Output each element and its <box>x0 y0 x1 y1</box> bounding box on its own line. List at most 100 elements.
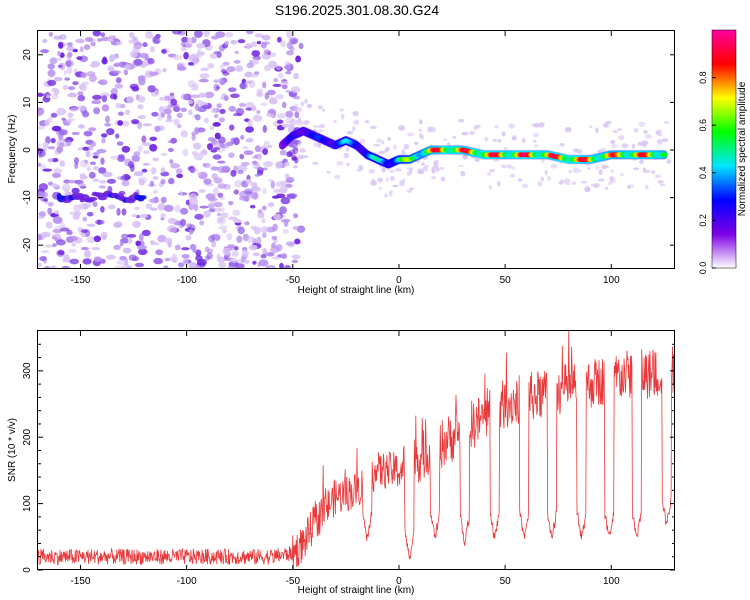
noise-blob <box>252 160 258 165</box>
noise-blob <box>280 180 287 188</box>
noise-blob <box>207 143 213 151</box>
noise-blob <box>343 152 350 159</box>
noise-blob <box>208 235 216 243</box>
noise-blob <box>385 177 390 182</box>
noise-blob <box>297 154 305 160</box>
noise-blob <box>204 117 209 124</box>
noise-blob <box>124 109 131 116</box>
noise-blob <box>187 54 198 63</box>
noise-blob <box>457 118 465 123</box>
y-tick-label: 20 <box>22 49 33 61</box>
noise-blob <box>152 189 158 194</box>
noise-blob <box>131 119 140 125</box>
noise-blob <box>38 125 45 130</box>
noise-blob <box>584 186 591 193</box>
x-tick-label: 100 <box>603 576 620 587</box>
noise-blob <box>180 107 187 113</box>
y-tick-label: 0 <box>22 567 33 573</box>
noise-blob <box>240 135 245 140</box>
noise-blob <box>218 261 227 269</box>
noise-blob <box>452 135 457 139</box>
band-blob <box>97 195 108 201</box>
noise-blob <box>175 168 183 175</box>
noise-blob <box>214 132 221 140</box>
noise-blob <box>258 259 269 267</box>
noise-blob <box>656 129 662 135</box>
noise-blob <box>204 246 210 253</box>
noise-blob <box>476 124 481 129</box>
noise-blob <box>291 259 298 264</box>
noise-blob <box>83 44 91 50</box>
noise-blob <box>589 125 593 128</box>
noise-blob <box>228 152 235 158</box>
noise-blob <box>230 169 237 177</box>
noise-blob <box>267 145 273 149</box>
noise-blob <box>131 155 140 162</box>
noise-blob <box>105 254 116 260</box>
noise-blob <box>233 60 241 64</box>
noise-blob <box>134 262 145 268</box>
spectrogram-y-ticks: -20 -10 0 10 20 <box>22 49 675 253</box>
noise-blob <box>406 189 412 193</box>
noise-blob <box>76 56 83 60</box>
noise-blob <box>203 162 211 168</box>
noise-blob <box>294 107 303 113</box>
noise-blob <box>291 254 301 259</box>
noise-blob <box>602 165 610 169</box>
noise-blob <box>133 171 144 177</box>
noise-blob <box>191 133 196 141</box>
y-tick-label: 10 <box>22 96 33 108</box>
noise-blob <box>181 253 190 259</box>
noise-blob <box>506 164 513 169</box>
noise-blob <box>263 49 270 55</box>
noise-blob <box>173 106 181 112</box>
noise-blob <box>429 126 437 131</box>
noise-blob <box>257 167 264 174</box>
noise-blob <box>244 80 252 84</box>
noise-blob <box>77 91 84 96</box>
noise-blob <box>88 74 97 83</box>
noise-blob <box>245 107 253 111</box>
noise-blob <box>57 50 61 57</box>
snr-line <box>38 331 675 569</box>
noise-blob <box>281 84 288 90</box>
noise-blob <box>62 138 70 143</box>
noise-blob <box>110 87 118 96</box>
noise-blob <box>368 168 376 174</box>
noise-blob <box>188 197 198 206</box>
noise-blob <box>195 265 200 269</box>
noise-blob <box>256 40 262 45</box>
noise-blob <box>108 35 117 40</box>
noise-blob <box>121 180 130 187</box>
noise-blob <box>261 218 266 224</box>
noise-blob <box>155 33 161 39</box>
x-tick-label: -150 <box>70 576 90 587</box>
noise-blob <box>75 38 85 44</box>
noise-blob <box>386 167 391 171</box>
noise-blob <box>236 235 243 243</box>
noise-blob <box>178 262 185 268</box>
noise-blob <box>51 125 62 132</box>
noise-blob <box>38 183 48 191</box>
noise-blob <box>96 219 102 225</box>
colorbar-gradient <box>711 29 737 269</box>
noise-blob <box>401 148 405 154</box>
noise-blob <box>246 236 255 243</box>
noise-blob <box>59 62 65 71</box>
noise-blob <box>170 163 180 169</box>
noise-blob <box>392 144 398 150</box>
noise-blob <box>540 176 545 182</box>
noise-blob <box>180 130 188 138</box>
noise-blob <box>511 166 516 170</box>
y-tick-label: -20 <box>22 238 33 253</box>
noise-blob <box>130 50 138 58</box>
noise-blob <box>234 263 245 269</box>
noise-blob <box>63 254 70 262</box>
noise-blob <box>200 128 205 133</box>
noise-blob <box>174 204 181 213</box>
noise-blob <box>651 170 656 175</box>
x-tick-label: 50 <box>500 275 512 286</box>
noise-blob <box>234 50 239 55</box>
noise-blob <box>87 145 94 151</box>
noise-blob <box>65 59 74 68</box>
